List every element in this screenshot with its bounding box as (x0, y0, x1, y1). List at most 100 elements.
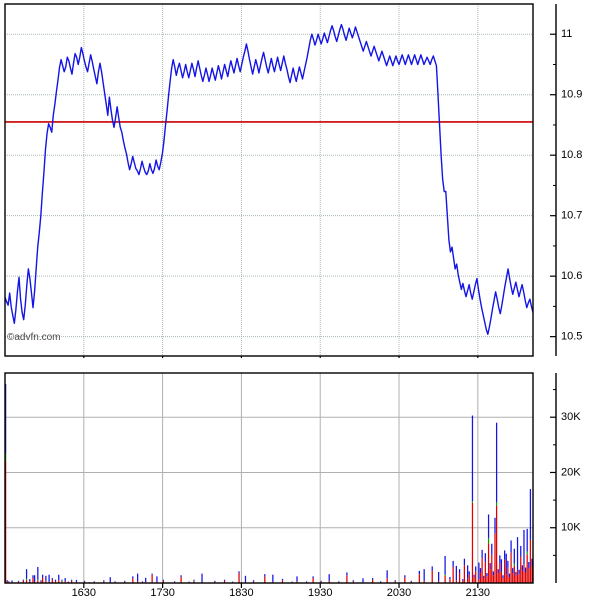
volume-bar[interactable] (264, 576, 266, 583)
volume-bar[interactable] (515, 571, 517, 576)
volume-bar[interactable] (188, 581, 190, 583)
volume-bar[interactable] (114, 581, 116, 582)
volume-bar[interactable] (93, 581, 95, 582)
volume-bar[interactable] (61, 579, 63, 581)
volume-bar[interactable] (418, 574, 420, 583)
volume-bar[interactable] (54, 579, 57, 582)
volume-bar[interactable] (513, 565, 515, 583)
volume-bar[interactable] (518, 569, 520, 575)
volume-bar[interactable] (42, 574, 44, 578)
volume-bar[interactable] (531, 566, 533, 583)
volume-bar[interactable] (473, 577, 475, 583)
volume-bar[interactable] (444, 575, 446, 583)
volume-bar[interactable] (495, 422, 498, 503)
volume-bar[interactable] (137, 573, 139, 582)
volume-bar[interactable] (404, 575, 406, 578)
volume-bar[interactable] (137, 581, 139, 583)
volume-bar[interactable] (238, 573, 240, 583)
volume-bar[interactable] (491, 543, 493, 555)
volume-bar[interactable] (238, 571, 240, 574)
volume-bar[interactable] (29, 581, 31, 583)
volume-bar[interactable] (103, 581, 105, 583)
volume-bar[interactable] (504, 550, 506, 560)
volume-bar[interactable] (75, 579, 78, 582)
volume-bar[interactable] (156, 576, 158, 582)
volume-bar[interactable] (491, 554, 493, 583)
volume-bar[interactable] (328, 580, 330, 583)
volume-bar[interactable] (489, 563, 491, 570)
volume-bar[interactable] (524, 572, 527, 584)
volume-bar[interactable] (51, 578, 53, 580)
volume-bar[interactable] (455, 565, 457, 581)
volume-bar[interactable] (499, 555, 501, 564)
volume-bar[interactable] (54, 581, 57, 583)
volume-bar[interactable] (42, 577, 44, 583)
volume-bar[interactable] (502, 575, 504, 579)
volume-bar[interactable] (510, 552, 512, 583)
volume-bar[interactable] (487, 543, 490, 583)
volume-bar[interactable] (418, 570, 420, 575)
volume-bar[interactable] (526, 528, 528, 552)
volume-bar[interactable] (296, 581, 298, 583)
volume-bar[interactable] (22, 579, 24, 581)
volume-bar[interactable] (362, 578, 364, 583)
volume-bar[interactable] (513, 548, 515, 564)
volume-bar[interactable] (244, 575, 247, 582)
volume-bar[interactable] (502, 578, 504, 583)
volume-bar[interactable] (201, 573, 203, 582)
volume-bar[interactable] (529, 489, 532, 540)
volume-bar[interactable] (444, 574, 446, 576)
volume-bar[interactable] (521, 570, 523, 583)
volume-bar[interactable] (45, 580, 47, 583)
volume-bar[interactable] (471, 502, 474, 583)
volume-bar[interactable] (531, 558, 533, 567)
volume-bar[interactable] (264, 574, 266, 577)
volume-bar[interactable] (386, 570, 388, 579)
volume-bar[interactable] (223, 580, 226, 583)
volume-bar[interactable] (526, 554, 528, 583)
volume-bar[interactable] (518, 574, 520, 583)
volume-bar[interactable] (505, 553, 507, 575)
volume-bar[interactable] (193, 581, 195, 583)
volume-bar[interactable] (37, 579, 39, 581)
volume-bar[interactable] (193, 579, 195, 581)
volume-bar[interactable] (526, 551, 528, 555)
volume-bar[interactable] (180, 576, 182, 583)
volume-bar[interactable] (515, 575, 517, 583)
volume-bar[interactable] (58, 580, 60, 583)
volume-bar[interactable] (528, 568, 530, 583)
volume-bar[interactable] (372, 579, 374, 583)
volume-bar[interactable] (51, 579, 53, 583)
volume-bar[interactable] (452, 566, 454, 583)
price-chart-svg[interactable]: 1110.910.810.710.610.5163017301830193020… (0, 0, 600, 358)
volume-bar[interactable] (478, 562, 480, 580)
volume-bar[interactable] (505, 574, 507, 583)
volume-bar[interactable] (83, 580, 86, 582)
volume-bar[interactable] (483, 575, 485, 579)
volume-bar[interactable] (132, 576, 134, 579)
volume-bar[interactable] (372, 578, 374, 580)
volume-bar[interactable] (272, 574, 274, 582)
volume-bar[interactable] (468, 574, 470, 583)
volume-bar[interactable] (151, 574, 153, 583)
volume-bar[interactable] (37, 566, 39, 580)
volume-bar[interactable] (25, 579, 28, 583)
volume-bar[interactable] (296, 576, 298, 582)
volume-bar[interactable] (444, 555, 446, 575)
volume-bar[interactable] (410, 580, 412, 582)
volume-bar[interactable] (33, 575, 36, 582)
volume-bar[interactable] (529, 539, 532, 583)
volume-bar[interactable] (492, 575, 495, 583)
volume-bar[interactable] (473, 574, 475, 578)
volume-bar[interactable] (494, 517, 496, 534)
volume-bar[interactable] (463, 565, 466, 583)
volume-bar[interactable] (475, 566, 477, 572)
volume-bar[interactable] (40, 581, 42, 583)
volume-bar[interactable] (486, 576, 488, 583)
volume-bar[interactable] (528, 562, 530, 569)
volume-bar[interactable] (32, 578, 34, 583)
volume-bar[interactable] (386, 578, 388, 583)
volume-bar[interactable] (6, 580, 8, 582)
volume-bar[interactable] (6, 581, 8, 583)
volume-bar[interactable] (71, 580, 73, 583)
